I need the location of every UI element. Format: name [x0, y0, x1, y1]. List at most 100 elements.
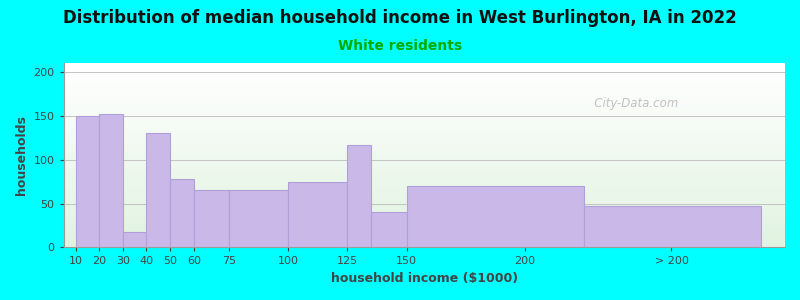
- Bar: [170, 179, 194, 247]
- Bar: [64, 178, 785, 179]
- Bar: [64, 85, 785, 86]
- Bar: [584, 206, 762, 248]
- Bar: [64, 127, 785, 128]
- Bar: [64, 205, 785, 206]
- Bar: [64, 216, 785, 217]
- Bar: [64, 68, 785, 70]
- Bar: [64, 194, 785, 195]
- Bar: [64, 207, 785, 208]
- Bar: [406, 186, 584, 248]
- Bar: [75, 116, 99, 248]
- Bar: [64, 238, 785, 239]
- Bar: [64, 70, 785, 71]
- Bar: [64, 227, 785, 228]
- Bar: [64, 247, 785, 248]
- Bar: [64, 142, 785, 143]
- Bar: [64, 233, 785, 234]
- Bar: [64, 116, 785, 117]
- Bar: [64, 155, 785, 156]
- Bar: [64, 174, 785, 175]
- Bar: [64, 72, 785, 73]
- Bar: [64, 187, 785, 188]
- Bar: [64, 242, 785, 243]
- Bar: [64, 229, 785, 230]
- Bar: [64, 245, 785, 246]
- Bar: [64, 107, 785, 108]
- Bar: [64, 161, 785, 162]
- Bar: [64, 199, 785, 200]
- X-axis label: household income ($1000): household income ($1000): [330, 272, 518, 285]
- Bar: [64, 98, 785, 99]
- Bar: [64, 109, 785, 110]
- Bar: [64, 243, 785, 244]
- Bar: [64, 158, 785, 159]
- Bar: [64, 133, 785, 134]
- Bar: [64, 195, 785, 196]
- Bar: [64, 88, 785, 89]
- Bar: [64, 125, 785, 126]
- Bar: [64, 126, 785, 127]
- Bar: [64, 232, 785, 233]
- Bar: [64, 117, 785, 118]
- Bar: [64, 129, 785, 130]
- Bar: [64, 95, 785, 96]
- Bar: [64, 135, 785, 136]
- Bar: [64, 220, 785, 221]
- Bar: [64, 185, 785, 186]
- Bar: [64, 89, 785, 90]
- Bar: [64, 230, 785, 231]
- Bar: [64, 234, 785, 235]
- Bar: [347, 145, 371, 248]
- Bar: [64, 152, 785, 153]
- Bar: [230, 190, 288, 247]
- Bar: [64, 166, 785, 167]
- Bar: [64, 191, 785, 192]
- Bar: [64, 165, 785, 166]
- Bar: [64, 217, 785, 218]
- Bar: [64, 99, 785, 100]
- Bar: [64, 151, 785, 152]
- Text: White residents: White residents: [338, 39, 462, 53]
- Bar: [64, 162, 785, 163]
- Bar: [64, 100, 785, 101]
- Bar: [64, 159, 785, 160]
- Bar: [64, 184, 785, 185]
- Bar: [64, 171, 785, 172]
- Bar: [64, 134, 785, 135]
- Bar: [64, 83, 785, 84]
- Bar: [64, 198, 785, 199]
- Bar: [64, 111, 785, 112]
- Bar: [64, 113, 785, 114]
- Bar: [64, 203, 785, 204]
- Bar: [64, 237, 785, 238]
- Bar: [64, 188, 785, 189]
- Text: Distribution of median household income in West Burlington, IA in 2022: Distribution of median household income …: [63, 9, 737, 27]
- Bar: [64, 167, 785, 168]
- Bar: [64, 143, 785, 144]
- Bar: [64, 228, 785, 229]
- Bar: [64, 164, 785, 165]
- Bar: [64, 211, 785, 212]
- Bar: [64, 86, 785, 87]
- Bar: [64, 115, 785, 116]
- Bar: [64, 170, 785, 171]
- Bar: [64, 192, 785, 193]
- Bar: [64, 180, 785, 181]
- Bar: [64, 66, 785, 67]
- Bar: [64, 147, 785, 148]
- Bar: [64, 63, 785, 64]
- Bar: [64, 179, 785, 180]
- Bar: [64, 71, 785, 72]
- Bar: [64, 112, 785, 113]
- Bar: [64, 124, 785, 125]
- Bar: [64, 108, 785, 109]
- Bar: [64, 182, 785, 183]
- Bar: [64, 204, 785, 205]
- Bar: [64, 76, 785, 77]
- Bar: [64, 177, 785, 178]
- Bar: [64, 241, 785, 242]
- Bar: [64, 231, 785, 232]
- Bar: [64, 121, 785, 122]
- Bar: [64, 153, 785, 154]
- Bar: [64, 236, 785, 237]
